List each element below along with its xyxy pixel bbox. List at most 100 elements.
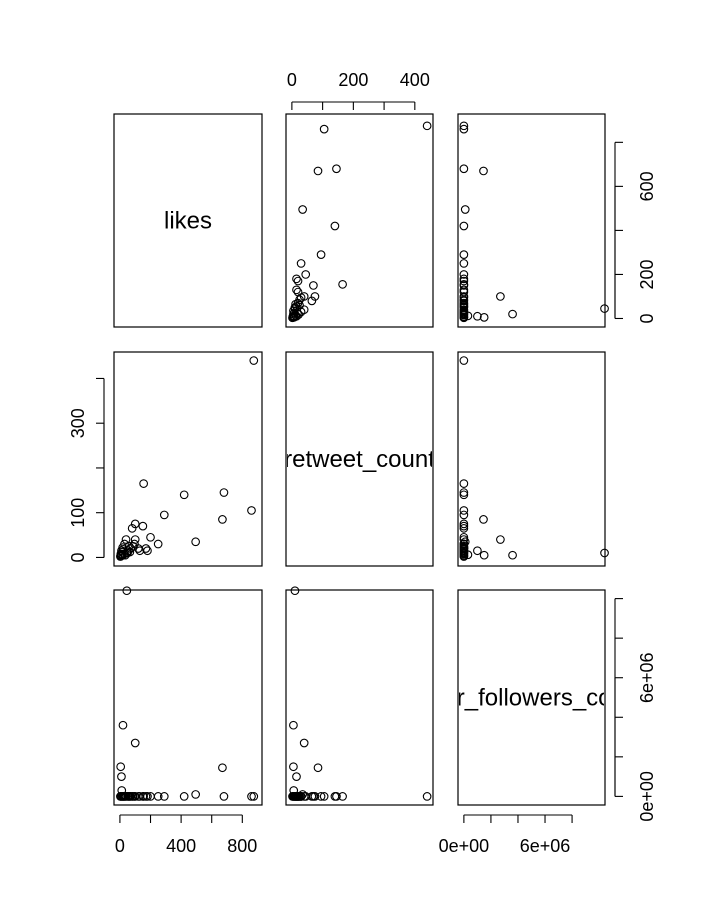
point-retweet_count-vs-user_followers_count-15: [459, 524, 469, 533]
point-retweet_count-vs-user_followers_count-9: [600, 548, 609, 558]
point-user_followers_count-vs-likes-1: [219, 792, 229, 801]
point-likes-vs-user_followers_count-11: [496, 292, 505, 301]
tick-label-right-row3: 0e+00: [637, 771, 657, 822]
point-likes-vs-retweet_count-19: [293, 276, 303, 286]
point-user_followers_count-vs-likes-18: [146, 792, 155, 801]
panel-user_followers_count-vs-likes: [113, 589, 263, 806]
point-retweet_count-vs-likes-36: [143, 546, 152, 556]
tick-label-left-row2: 300: [68, 408, 88, 438]
panel-user_followers_count-vs-user_followers_count: [457, 589, 606, 806]
point-user_followers_count-vs-likes-36: [143, 792, 152, 801]
point-retweet_count-vs-likes-34: [128, 541, 138, 551]
point-likes-vs-user_followers_count-35: [459, 287, 469, 297]
point-retweet_count-vs-user_followers_count-6: [459, 510, 469, 520]
point-retweet_count-vs-user_followers_count-5: [459, 506, 469, 515]
point-likes-vs-retweet_count-35: [293, 287, 303, 297]
point-likes-vs-user_followers_count-8: [459, 259, 469, 268]
point-user_followers_count-vs-likes-39: [116, 792, 126, 801]
point-likes-vs-user_followers_count-9: [600, 304, 609, 313]
point-likes-vs-retweet_count-5: [319, 124, 329, 134]
point-retweet_count-vs-likes-14: [130, 519, 140, 529]
point-user_followers_count-vs-likes-12: [116, 762, 126, 772]
point-retweet_count-vs-user_followers_count-0: [459, 356, 469, 365]
point-likes-vs-retweet_count-14: [310, 292, 320, 301]
point-retweet_count-vs-user_followers_count-18: [459, 532, 469, 542]
tick-label-right-row3: 6e+06: [637, 652, 657, 703]
point-user_followers_count-vs-retweet_count-9: [290, 586, 300, 596]
point-retweet_count-vs-likes-16: [138, 521, 148, 531]
point-retweet_count-vs-likes-6: [159, 510, 169, 520]
tick-label-bottom-col1: 0: [115, 836, 125, 856]
point-likes-vs-user_followers_count-13: [473, 311, 482, 321]
point-retweet_count-vs-user_followers_count-14: [459, 519, 469, 529]
point-user_followers_count-vs-likes-34: [128, 792, 138, 801]
point-likes-vs-retweet_count-15: [307, 296, 317, 306]
point-user_followers_count-vs-retweet_count-10: [289, 720, 298, 730]
point-likes-vs-user_followers_count-3: [460, 205, 470, 214]
panel-likes-vs-user_followers_count: [457, 113, 606, 328]
point-likes-vs-user_followers_count-18: [459, 270, 469, 279]
point-user_followers_count-vs-likes-35: [133, 792, 143, 801]
point-likes-vs-retweet_count-1: [332, 164, 341, 174]
point-retweet_count-vs-likes-4: [179, 490, 189, 500]
point-likes-vs-user_followers_count-31: [463, 311, 473, 321]
point-retweet_count-vs-user_followers_count-10: [508, 550, 517, 560]
point-retweet_count-vs-user_followers_count-13: [473, 546, 482, 556]
point-user_followers_count-vs-retweet_count-12: [289, 762, 298, 772]
point-retweet_count-vs-likes-0: [249, 356, 259, 365]
diagonal-label-likes: likes: [164, 208, 212, 235]
point-user_followers_count-vs-likes-2: [218, 763, 227, 773]
point-likes-vs-retweet_count-36: [292, 274, 301, 284]
point-likes-vs-retweet_count-39: [289, 312, 299, 322]
point-user_followers_count-vs-likes-13: [117, 772, 126, 781]
point-retweet_count-vs-likes-28: [120, 550, 130, 560]
point-user_followers_count-vs-likes-4: [179, 792, 189, 801]
point-user_followers_count-vs-likes-10: [118, 720, 128, 730]
tick-label-right-row1: 0: [637, 313, 657, 323]
point-likes-vs-user_followers_count-10: [508, 309, 517, 319]
point-retweet_count-vs-likes-18: [146, 532, 155, 542]
tick-label-bottom-col1: 800: [227, 836, 257, 856]
point-user_followers_count-vs-retweet_count-0: [422, 792, 432, 801]
point-retweet_count-vs-likes-8: [153, 539, 163, 549]
point-retweet_count-vs-likes-2: [218, 515, 227, 524]
point-likes-vs-retweet_count-18: [301, 270, 311, 279]
point-retweet_count-vs-user_followers_count-2: [479, 515, 488, 524]
tick-label-top: 400: [400, 70, 430, 90]
point-likes-vs-retweet_count-2: [313, 166, 323, 176]
point-retweet_count-vs-user_followers_count-11: [496, 535, 505, 544]
tick-label-top: 200: [338, 70, 368, 90]
point-likes-vs-user_followers_count-33: [459, 299, 469, 309]
point-likes-vs-user_followers_count-2: [479, 166, 488, 176]
point-user_followers_count-vs-likes-9: [122, 586, 132, 596]
point-user_followers_count-vs-likes-11: [130, 738, 140, 748]
point-likes-vs-user_followers_count-36: [459, 274, 469, 284]
point-user_followers_count-vs-retweet_count-39: [289, 792, 299, 801]
point-user_followers_count-vs-retweet_count-11: [299, 738, 309, 748]
point-likes-vs-retweet_count-3: [298, 205, 307, 214]
point-retweet_count-vs-likes-35: [133, 544, 143, 553]
point-user_followers_count-vs-likes-5: [247, 792, 256, 801]
point-user_followers_count-vs-retweet_count-7: [338, 792, 347, 801]
point-likes-vs-user_followers_count-16: [459, 281, 469, 290]
point-user_followers_count-vs-likes-0: [249, 792, 259, 801]
point-likes-vs-user_followers_count-39: [459, 312, 469, 322]
point-retweet_count-vs-likes-1: [219, 488, 229, 497]
point-likes-vs-user_followers_count-4: [459, 221, 469, 231]
point-user_followers_count-vs-retweet_count-5: [319, 792, 329, 801]
point-retweet_count-vs-likes-3: [191, 537, 200, 547]
point-likes-vs-user_followers_count-19: [459, 276, 469, 286]
point-user_followers_count-vs-likes-31: [117, 786, 127, 795]
point-retweet_count-vs-likes-39: [116, 549, 126, 559]
panel-likes-vs-likes: [113, 113, 263, 328]
point-retweet_count-vs-user_followers_count-39: [459, 549, 469, 559]
point-likes-vs-retweet_count-8: [296, 259, 306, 268]
panel-likes-vs-retweet_count: [285, 113, 434, 328]
point-retweet_count-vs-likes-22: [121, 535, 131, 544]
point-likes-vs-retweet_count-6: [316, 250, 326, 259]
point-likes-vs-user_followers_count-38: [459, 310, 469, 319]
point-likes-vs-retweet_count-38: [294, 310, 303, 319]
point-retweet_count-vs-user_followers_count-4: [459, 490, 469, 500]
panel-retweet_count-vs-user_followers_count: [457, 351, 606, 567]
